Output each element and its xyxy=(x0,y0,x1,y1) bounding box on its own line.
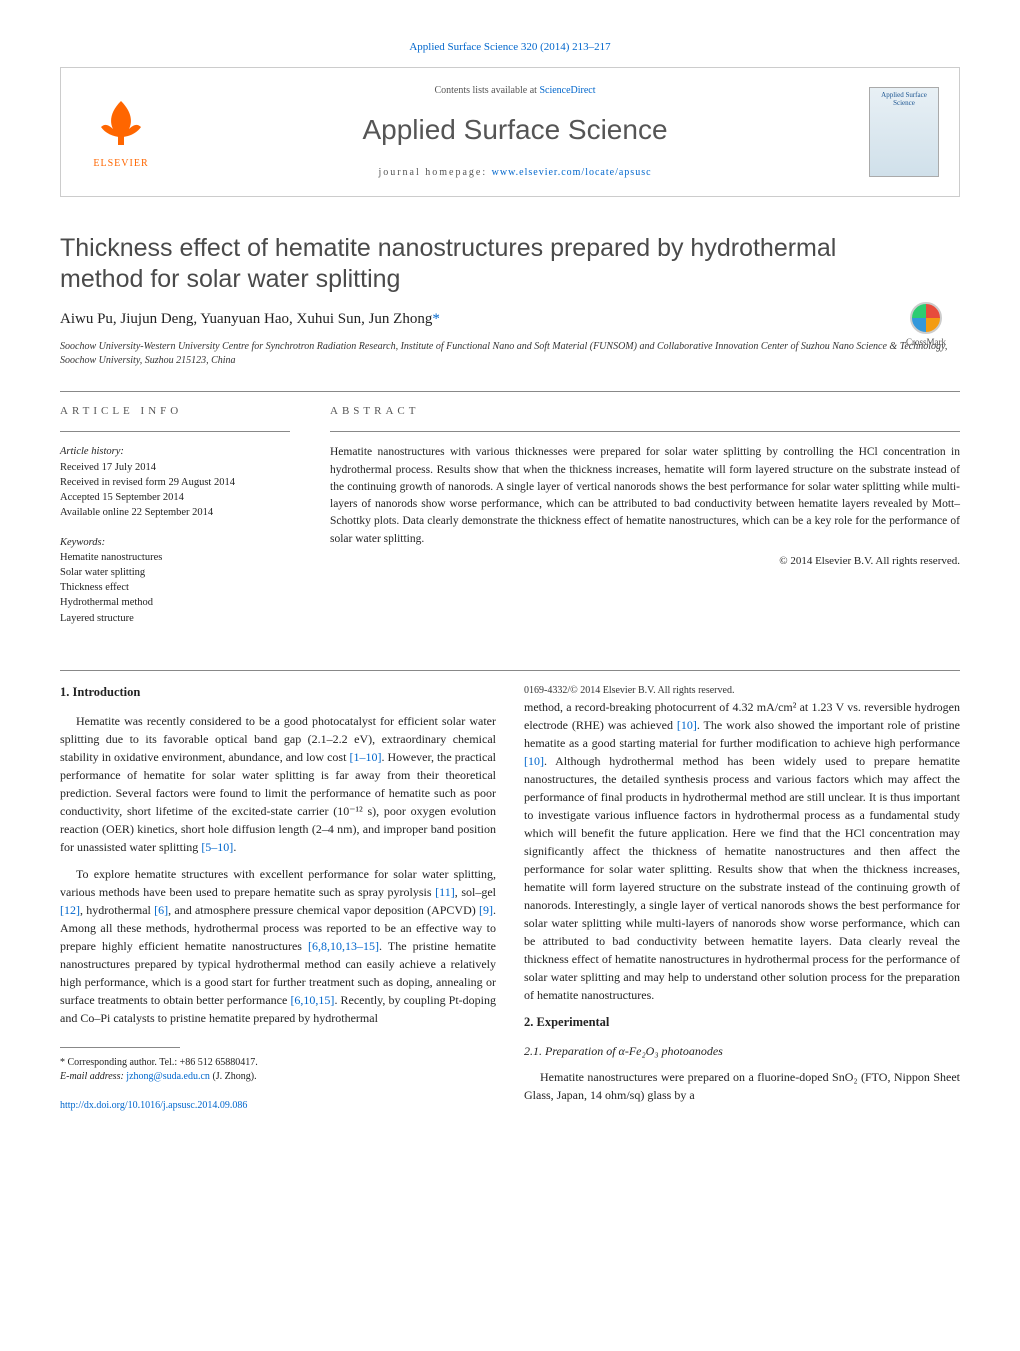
doi-link[interactable]: http://dx.doi.org/10.1016/j.apsusc.2014.… xyxy=(60,1098,496,1113)
ref-9[interactable]: [9] xyxy=(479,903,493,917)
experimental-subheading: 2.1. Preparation of α-Fe₂O₃ photoanodes xyxy=(524,1042,960,1060)
ref-6-10-15[interactable]: [6,10,15] xyxy=(290,993,334,1007)
crossmark-icon xyxy=(910,302,942,334)
email-address[interactable]: jzhong@suda.edu.cn xyxy=(126,1071,210,1082)
abstract-text: Hematite nanostructures with various thi… xyxy=(330,444,960,548)
crossmark-label: CrossMark xyxy=(906,336,946,349)
body-text-columns: 1. Introduction Hematite was recently co… xyxy=(60,683,960,1113)
contents-available-line: Contents lists available at ScienceDirec… xyxy=(161,84,869,98)
intro-paragraph-3: method, a record-breaking photocurrent o… xyxy=(524,698,960,1004)
cover-title: Applied Surface Science xyxy=(874,92,934,107)
introduction-heading: 1. Introduction xyxy=(60,683,496,702)
experimental-paragraph-1: Hematite nanostructures were prepared on… xyxy=(524,1068,960,1104)
keywords-label: Keywords: xyxy=(60,535,290,550)
keyword-1: Hematite nanostructures xyxy=(60,550,290,565)
publisher-name: ELSEVIER xyxy=(93,157,148,171)
intro-paragraph-2: To explore hematite structures with exce… xyxy=(60,865,496,1027)
issn-copyright: 0169-4332/© 2014 Elsevier B.V. All right… xyxy=(524,683,960,698)
divider-top xyxy=(60,391,960,392)
ref-6[interactable]: [6] xyxy=(154,903,168,917)
keyword-2: Solar water splitting xyxy=(60,565,290,580)
citation-line: Applied Surface Science 320 (2014) 213–2… xyxy=(60,40,960,55)
footnote-rule xyxy=(60,1047,180,1048)
article-title: Thickness effect of hematite nanostructu… xyxy=(60,233,840,296)
ref-5-10[interactable]: [5–10] xyxy=(201,840,233,854)
ref-1-10[interactable]: [1–10] xyxy=(349,750,381,764)
article-info-header: article info xyxy=(60,404,290,419)
keywords-block: Keywords: Hematite nanostructures Solar … xyxy=(60,535,290,626)
received-date: Received 17 July 2014 xyxy=(60,460,290,475)
intro-paragraph-1: Hematite was recently considered to be a… xyxy=(60,712,496,856)
elsevier-tree-icon xyxy=(91,93,151,153)
homepage-url[interactable]: www.elsevier.com/locate/apsusc xyxy=(492,167,652,178)
journal-cover-thumbnail: Applied Surface Science xyxy=(869,87,939,177)
email-line: E-mail address: jzhong@suda.edu.cn (J. Z… xyxy=(60,1070,496,1084)
info-abstract-row: article info Article history: Received 1… xyxy=(60,404,960,640)
keyword-5: Layered structure xyxy=(60,611,290,626)
authors-line: Aiwu Pu, Jiujun Deng, Yuanyuan Hao, Xuhu… xyxy=(60,309,960,330)
abstract-copyright: © 2014 Elsevier B.V. All rights reserved… xyxy=(330,554,960,569)
keyword-3: Thickness effect xyxy=(60,580,290,595)
experimental-heading: 2. Experimental xyxy=(524,1013,960,1032)
publisher-logo: ELSEVIER xyxy=(81,87,161,177)
online-date: Available online 22 September 2014 xyxy=(60,505,290,520)
keyword-4: Hydrothermal method xyxy=(60,595,290,610)
header-center: Contents lists available at ScienceDirec… xyxy=(161,84,869,179)
abstract-header: abstract xyxy=(330,404,960,419)
journal-title: Applied Surface Science xyxy=(161,110,869,149)
info-divider xyxy=(60,431,290,432)
ref-10b[interactable]: [10] xyxy=(524,754,544,768)
revised-date: Received in revised form 29 August 2014 xyxy=(60,475,290,490)
corresponding-marker: * xyxy=(432,311,440,327)
article-info-column: article info Article history: Received 1… xyxy=(60,404,290,640)
article-history-block: Article history: Received 17 July 2014 R… xyxy=(60,444,290,520)
journal-header-box: ELSEVIER Contents lists available at Sci… xyxy=(60,67,960,196)
sciencedirect-link[interactable]: ScienceDirect xyxy=(539,85,595,96)
footnote-block: * Corresponding author. Tel.: +86 512 65… xyxy=(60,1056,496,1084)
abstract-column: abstract Hematite nanostructures with va… xyxy=(330,404,960,640)
ref-6-8-10-13-15[interactable]: [6,8,10,13–15] xyxy=(308,939,379,953)
ref-11[interactable]: [11] xyxy=(435,885,455,899)
accepted-date: Accepted 15 September 2014 xyxy=(60,490,290,505)
affiliation: Soochow University-Western University Ce… xyxy=(60,340,960,367)
contents-prefix: Contents lists available at xyxy=(434,85,539,96)
email-label: E-mail address: xyxy=(60,1071,126,1082)
journal-homepage-line: journal homepage: www.elsevier.com/locat… xyxy=(161,166,869,180)
divider-bottom xyxy=(60,670,960,671)
author-names: Aiwu Pu, Jiujun Deng, Yuanyuan Hao, Xuhu… xyxy=(60,311,432,327)
crossmark-badge[interactable]: CrossMark xyxy=(896,302,956,349)
history-label: Article history: xyxy=(60,444,290,459)
email-name: (J. Zhong). xyxy=(210,1071,257,1082)
abstract-divider xyxy=(330,431,960,432)
corresponding-author-note: * Corresponding author. Tel.: +86 512 65… xyxy=(60,1056,496,1070)
ref-10a[interactable]: [10] xyxy=(677,718,697,732)
ref-12[interactable]: [12] xyxy=(60,903,80,917)
homepage-label: journal homepage: xyxy=(378,167,491,178)
